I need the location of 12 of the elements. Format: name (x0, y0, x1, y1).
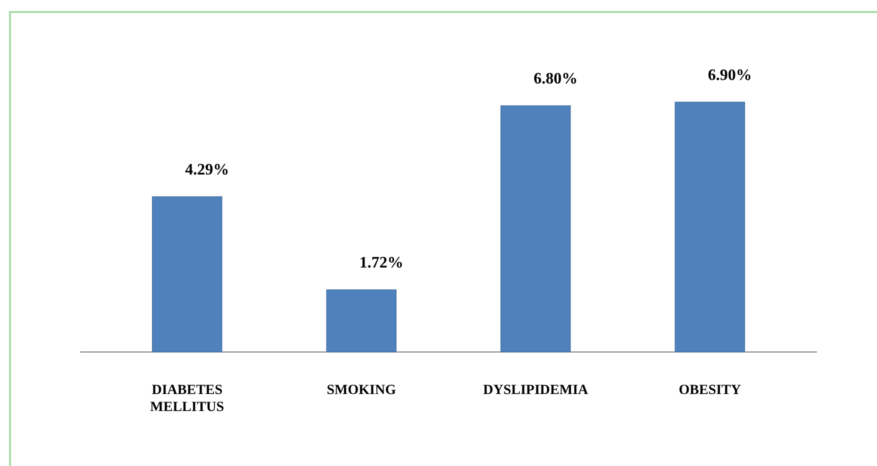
x-tick-label: OBESITY (678, 383, 741, 398)
data-label: 6.90% (708, 67, 752, 84)
x-tick-label: DYSLIPIDEMIA (483, 383, 590, 398)
bar (152, 196, 222, 352)
bar (326, 289, 396, 352)
x-tick-label: DIABETES MELLITUS (150, 383, 224, 415)
data-label: 4.29% (185, 162, 230, 179)
data-label: 1.72% (359, 254, 404, 272)
data-label: 6.80% (534, 70, 578, 88)
bar (674, 102, 745, 352)
x-tick-label: SMOKING (326, 383, 396, 398)
bar (500, 105, 571, 352)
